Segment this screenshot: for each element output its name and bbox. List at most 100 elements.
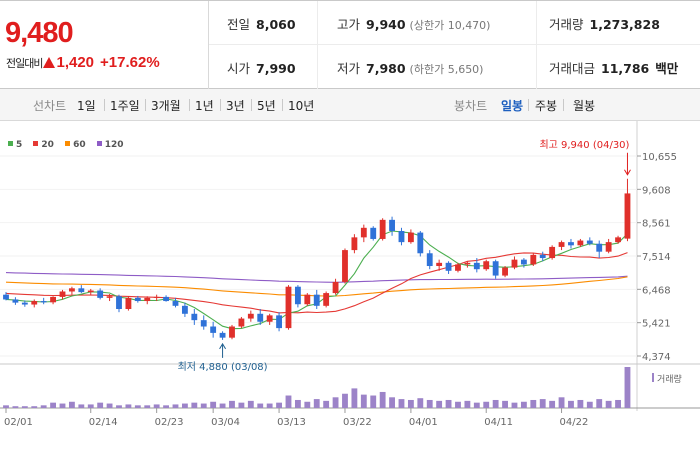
candle-body [539, 254, 546, 259]
period-1d[interactable]: 1일 [77, 99, 96, 113]
moving-average-lines [5, 230, 628, 330]
price-block: 9,480 전일대비 1,420 +17.62% [0, 1, 209, 89]
volume-bar [266, 403, 273, 408]
period-10y[interactable]: 10년 [288, 99, 315, 113]
volume-legend-swatch [652, 373, 654, 382]
candle-body [615, 237, 621, 243]
candle-body [238, 318, 245, 327]
volume-bar [144, 405, 151, 408]
candle-body [520, 259, 527, 265]
quote-grid: 전일 8,060 고가 9,940 (상한가 10,470) 거래량 1,273,82… [209, 1, 700, 89]
volume-bar [219, 403, 226, 408]
turnover: 거래대금 11,786 백만 [549, 61, 679, 76]
candle-body [59, 291, 66, 297]
candle-body [3, 294, 9, 300]
candle-body [586, 240, 593, 244]
period-1w[interactable]: 1주일 [110, 99, 140, 113]
y-tick-label: 6,468 [642, 285, 671, 296]
volume-bar [97, 402, 104, 408]
candle-body [200, 320, 207, 327]
candle-body [342, 250, 348, 282]
candle-body [153, 296, 160, 298]
period-5y[interactable]: 5년 [257, 99, 276, 113]
x-tick-label: 04/01 [409, 417, 438, 428]
ma5-line [5, 230, 628, 330]
volume-bar [473, 402, 480, 408]
candle-body [87, 290, 94, 293]
period-monthly[interactable]: 월봉 [573, 99, 596, 113]
high-price: 고가 9,940 (상한가 10,470) [337, 17, 491, 32]
x-tick-label: 04/22 [560, 417, 589, 428]
y-tick-label: 8,561 [642, 219, 671, 230]
volume-bar [313, 399, 320, 408]
volume-bar [12, 406, 19, 408]
volume-bar [417, 398, 424, 408]
change-label: 전일대비 [6, 57, 43, 70]
volume-bar [360, 394, 367, 408]
candle-chart-label: 봉차트 [454, 99, 488, 113]
period-weekly[interactable]: 주봉 [535, 99, 558, 113]
candle-body [596, 243, 603, 252]
period-3m[interactable]: 3개월 [151, 99, 181, 113]
volume-bar [163, 405, 169, 408]
divider [282, 99, 283, 111]
x-tick-label: 02/01 [4, 417, 33, 428]
candle-body [144, 297, 151, 302]
volume-legend-label: 거래량 [657, 373, 682, 385]
moving-average-legend: 5 20 60 120 [8, 140, 132, 150]
volume-bars: 거래량 [3, 367, 682, 408]
candle-body [370, 227, 377, 239]
divider [536, 1, 537, 89]
x-tick-label: 02/23 [155, 417, 184, 428]
candle-body [511, 259, 518, 268]
x-axis: 02/01 02/14 02/23 03/04 03/13 03/22 04/01 04/11… [4, 408, 588, 428]
volume-bar [40, 405, 47, 408]
volume-bar [407, 399, 414, 408]
candle-body [191, 313, 198, 321]
period-daily[interactable]: 일봉 [501, 99, 524, 113]
y-tick-label: 7,514 [642, 252, 671, 263]
volume-bar [342, 393, 348, 408]
candle-body [398, 230, 405, 243]
volume-bar [247, 400, 254, 408]
volume-bar [191, 402, 198, 408]
candle-body [323, 293, 330, 306]
candle-body [605, 242, 612, 252]
volume-bar [379, 391, 386, 408]
candle-body [247, 313, 254, 319]
divider [317, 1, 318, 89]
volume-bar [238, 402, 245, 408]
volume-bar [304, 401, 311, 408]
volume-bar [210, 401, 217, 408]
volume-bar [332, 397, 339, 408]
quote-row-1: 전일 8,060 고가 9,940 (상한가 10,470) 거래량 1,273,82… [209, 1, 700, 45]
divider [145, 99, 146, 111]
candle-body [473, 262, 480, 270]
x-tick-label: 03/13 [277, 417, 306, 428]
volume-bar [59, 403, 66, 408]
y-tick-label: 5,421 [642, 319, 671, 330]
candle-body [483, 261, 490, 270]
quote-row-2: 시가 7,990 저가 7,980 (하한가 5,650) 거래대금 11,786 백… [209, 45, 700, 89]
low-arrow-icon [219, 342, 227, 350]
volume-bar [605, 400, 612, 408]
candle-body [577, 240, 584, 246]
chart-grid [0, 121, 700, 411]
divider [563, 99, 564, 111]
volume-bar [31, 406, 38, 408]
volume-bar [3, 405, 9, 408]
candle-body [436, 262, 443, 267]
candle-body [229, 326, 235, 338]
stock-chart[interactable]: 거래량 10,655 9,608 8,561 7,514 6,468 5,421 4,374… [0, 121, 700, 450]
volume-bar [351, 388, 358, 408]
candle-body [445, 262, 452, 271]
candle-body [304, 294, 311, 305]
candle-body [455, 264, 461, 271]
candle-body [549, 246, 556, 259]
volume-bar [172, 404, 179, 408]
period-1y[interactable]: 1년 [195, 99, 214, 113]
legend-swatch [96, 141, 102, 146]
volume-bar [87, 404, 94, 408]
low-annotation: 최저 4,880 (03/08) [178, 361, 268, 373]
period-3y[interactable]: 3년 [226, 99, 245, 113]
